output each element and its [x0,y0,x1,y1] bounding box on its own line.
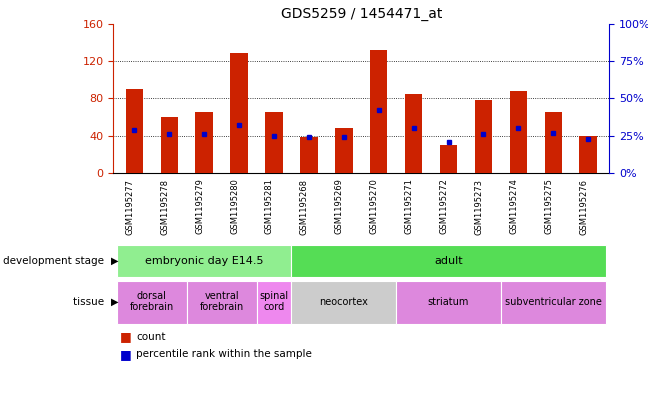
Text: GSM1195272: GSM1195272 [439,178,448,235]
Text: GSM1195270: GSM1195270 [370,178,378,235]
Text: development stage: development stage [3,255,107,266]
Bar [230,53,248,173]
Text: striatum: striatum [428,297,469,307]
Text: ▶: ▶ [111,255,119,266]
Title: GDS5259 / 1454471_at: GDS5259 / 1454471_at [281,7,442,21]
Text: GSM1195281: GSM1195281 [265,178,274,235]
Text: GSM1195268: GSM1195268 [300,178,309,235]
Text: ▶: ▶ [111,297,119,307]
Bar [117,245,292,277]
Bar [292,281,396,324]
Text: dorsal
forebrain: dorsal forebrain [130,291,174,312]
Bar [187,281,257,324]
Text: GSM1195269: GSM1195269 [335,178,344,235]
Bar [196,112,213,173]
Text: neocortex: neocortex [319,297,368,307]
Bar [117,281,187,324]
Bar [161,117,178,173]
Text: subventricular zone: subventricular zone [505,297,602,307]
Text: count: count [136,332,166,342]
Text: GSM1195273: GSM1195273 [474,178,483,235]
Text: GSM1195277: GSM1195277 [125,178,134,235]
Text: tissue: tissue [73,297,107,307]
Text: GSM1195276: GSM1195276 [579,178,588,235]
Bar [405,94,422,173]
Text: ■: ■ [120,348,135,361]
Text: percentile rank within the sample: percentile rank within the sample [136,349,312,360]
Bar [292,245,606,277]
Bar [509,91,527,173]
Text: ■: ■ [120,330,135,343]
Bar [370,50,388,173]
Text: spinal
cord: spinal cord [259,291,288,312]
Bar [126,89,143,173]
Bar [579,136,597,173]
Text: GSM1195271: GSM1195271 [404,178,413,235]
Text: embryonic day E14.5: embryonic day E14.5 [145,255,264,266]
Bar [257,281,292,324]
Bar [440,145,457,173]
Text: GSM1195279: GSM1195279 [195,178,204,235]
Bar [265,112,283,173]
Text: GSM1195275: GSM1195275 [544,178,553,235]
Bar [501,281,606,324]
Text: GSM1195278: GSM1195278 [160,178,169,235]
Bar [335,128,353,173]
Bar [300,138,318,173]
Text: GSM1195274: GSM1195274 [509,178,518,235]
Text: adult: adult [434,255,463,266]
Bar [396,281,501,324]
Bar [544,112,562,173]
Bar [475,100,492,173]
Text: GSM1195280: GSM1195280 [230,178,239,235]
Text: ventral
forebrain: ventral forebrain [200,291,244,312]
